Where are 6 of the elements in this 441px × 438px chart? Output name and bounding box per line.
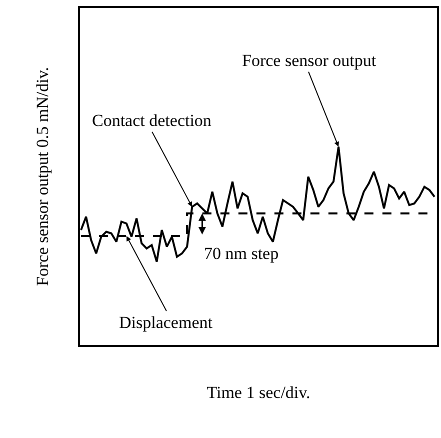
text: Force sensor output [242, 51, 376, 70]
x-axis-title: Time 1 sec/div. [206, 382, 310, 402]
text: Displacement [119, 313, 213, 332]
annotation: 70 nm step [204, 244, 279, 263]
text: Contact detection [92, 111, 212, 130]
y-axis-title: Force sensor output 0.5 mN/div. [33, 67, 52, 286]
